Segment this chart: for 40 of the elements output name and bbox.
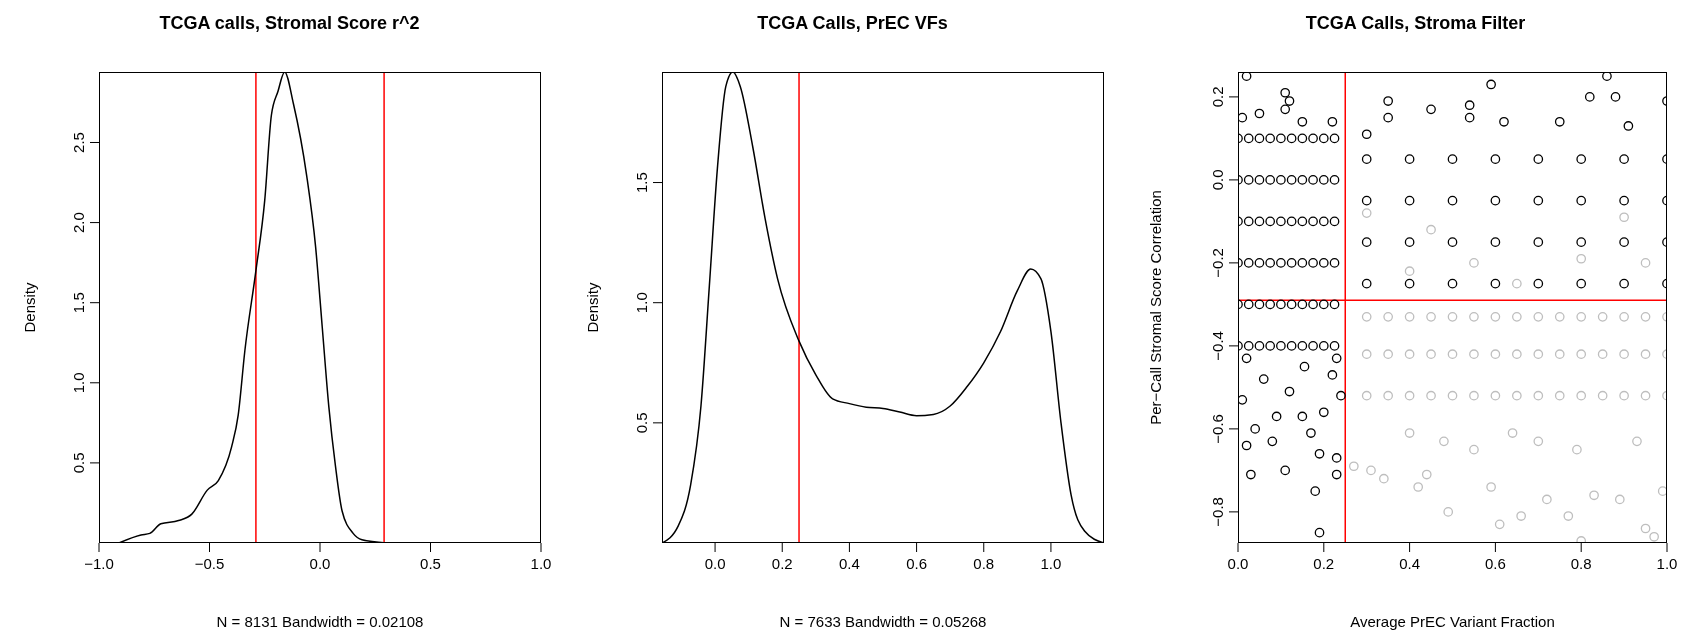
x-tick-label: −1.0 xyxy=(84,554,114,572)
y-tick-label: −0.6 xyxy=(1209,414,1226,444)
x-tick-label: 1.0 xyxy=(1656,554,1678,572)
x-tick-label: 0.2 xyxy=(1313,554,1335,572)
x-tick-label: 0.0 xyxy=(1227,554,1249,572)
x-tick-label: 0.8 xyxy=(1570,554,1592,572)
y-tick-label: 1.5 xyxy=(633,172,650,193)
chart-title: TCGA Calls, Stroma Filter xyxy=(1304,12,1527,35)
x-tick-label: 0.6 xyxy=(906,554,928,572)
chart-title: TCGA calls, Stromal Score r^2 xyxy=(158,12,421,35)
x-tick-label: 0.0 xyxy=(309,554,331,572)
y-tick-label: 1.0 xyxy=(633,292,650,314)
y-tick-label: 1.0 xyxy=(70,372,87,394)
x-tick-label: 0.5 xyxy=(420,554,441,572)
x-tick-label: 0.6 xyxy=(1484,554,1506,572)
x-tick-label: −0.5 xyxy=(194,554,225,572)
y-tick-label: 2.0 xyxy=(70,212,87,234)
y-tick-label: 0.0 xyxy=(1209,169,1226,191)
x-tick-label: 0.4 xyxy=(838,554,860,572)
y-tick-label: 0.5 xyxy=(633,412,650,434)
y-tick-label: −0.4 xyxy=(1209,331,1226,361)
y-axis-title: Per−Call Stromal Score Correlation xyxy=(1147,190,1165,425)
chart-title: TCGA Calls, PrEC VFs xyxy=(756,12,949,35)
y-tick-label: −0.8 xyxy=(1209,497,1226,527)
y-tick-label: 1.5 xyxy=(70,292,87,314)
x-axis-title: N = 8131 Bandwidth = 0.02108 xyxy=(216,613,424,630)
y-tick-label: 0.5 xyxy=(70,452,87,474)
x-tick-label: 0.2 xyxy=(771,554,793,572)
y-axis-title: Density xyxy=(21,282,39,333)
x-tick-label: 0.4 xyxy=(1399,554,1421,572)
x-tick-label: 0.8 xyxy=(973,554,995,572)
x-axis-title: N = 7633 Bandwidth = 0.05268 xyxy=(779,613,987,630)
x-tick-label: 0.0 xyxy=(704,554,726,572)
y-tick-label: 2.5 xyxy=(70,132,87,153)
y-tick-label: −0.2 xyxy=(1209,248,1226,278)
x-tick-label: 1.0 xyxy=(1040,554,1062,572)
y-axis-title: Density xyxy=(584,282,602,333)
x-tick-label: 1.0 xyxy=(530,554,552,572)
y-tick-label: 0.2 xyxy=(1209,86,1226,108)
x-axis-title: Average PrEC Variant Fraction xyxy=(1350,613,1555,630)
